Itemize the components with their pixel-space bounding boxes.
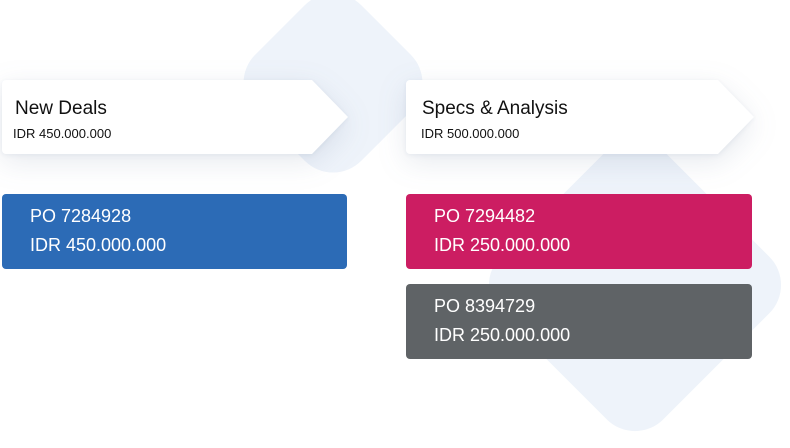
deal-po-number: PO 7284928 [30,206,132,226]
stage-title: Specs & Analysis [422,98,568,119]
deal-po-number: PO 7294482 [434,206,536,226]
stage-total-amount: IDR 500.000.000 [421,126,520,141]
stage-arrow-card [406,80,754,154]
deal-card[interactable]: PO 7294482 IDR 250.000.000 [406,194,752,269]
deal-po-number: PO 8394729 [434,296,536,316]
deal-amount: IDR 250.000.000 [434,235,571,255]
stage-title: New Deals [15,98,107,119]
deal-amount: IDR 250.000.000 [434,325,571,345]
stage-total-amount: IDR 450.000.000 [13,126,112,141]
deal-card[interactable]: PO 8394729 IDR 250.000.000 [406,284,752,359]
deal-amount: IDR 450.000.000 [30,235,167,255]
stage-arrow-card [2,80,348,154]
stage-specs-analysis: Specs & Analysis IDR 500.000.000 [406,80,754,154]
deal-card[interactable]: PO 7284928 IDR 450.000.000 [2,194,347,269]
stage-new-deals: New Deals IDR 450.000.000 [2,80,348,154]
